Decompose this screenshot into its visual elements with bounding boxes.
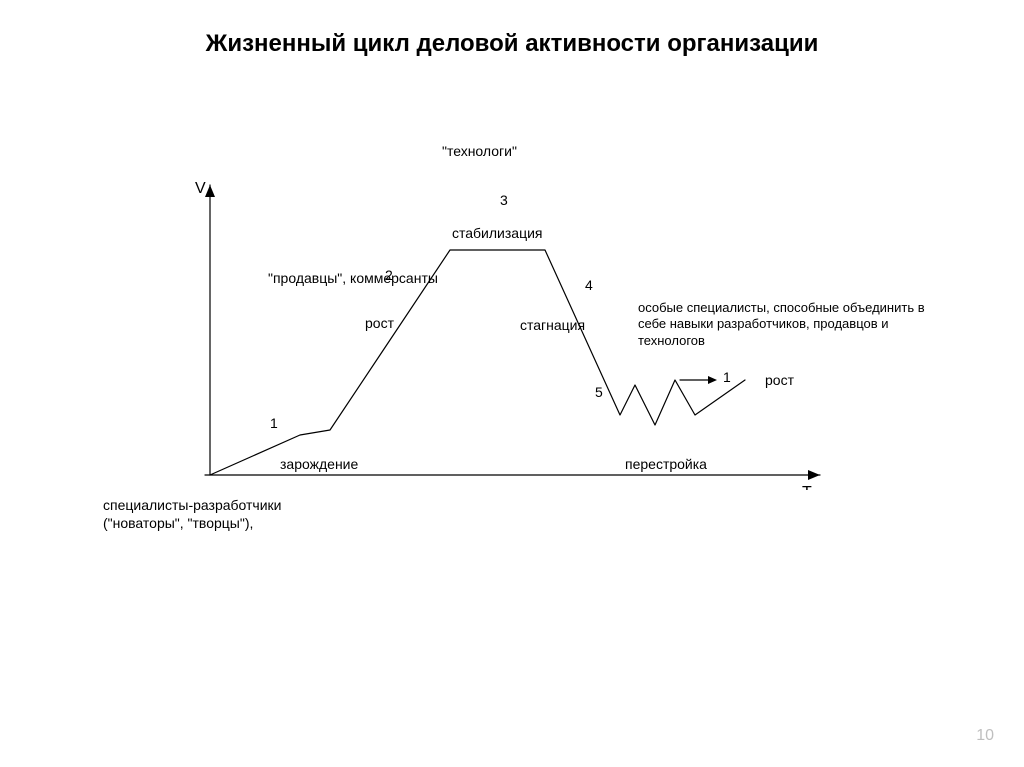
- lifecycle-chart: V T 1 2 3 4 5 1 рост стабилизация стагнация рост зар…: [190, 175, 830, 490]
- annotation-technologists: "технологи": [442, 143, 517, 161]
- svg-text:1: 1: [723, 369, 731, 385]
- page-number: 10: [976, 727, 994, 745]
- svg-text:T: T: [802, 484, 812, 490]
- svg-text:2: 2: [385, 267, 393, 283]
- svg-text:стабилизация: стабилизация: [452, 225, 543, 241]
- svg-text:перестройка: перестройка: [625, 456, 707, 472]
- page-title: Жизненный цикл деловой активности органи…: [0, 30, 1024, 58]
- svg-text:1: 1: [270, 415, 278, 431]
- svg-text:стагнация: стагнация: [520, 317, 585, 333]
- svg-text:V: V: [195, 180, 206, 197]
- annotation-developers: специалисты-разработчики ("новаторы", "т…: [103, 497, 282, 532]
- svg-text:рост: рост: [765, 372, 795, 388]
- svg-text:рост: рост: [365, 315, 395, 331]
- svg-text:4: 4: [585, 277, 593, 293]
- svg-text:5: 5: [595, 384, 603, 400]
- svg-text:зарождение: зарождение: [280, 456, 358, 472]
- svg-text:3: 3: [500, 192, 508, 208]
